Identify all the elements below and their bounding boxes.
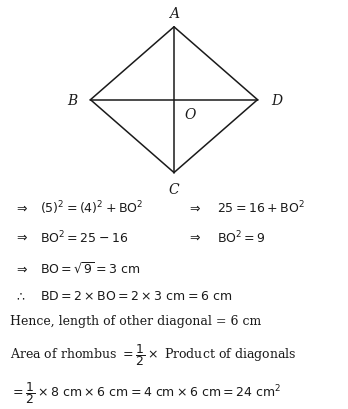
Text: $\Rightarrow$: $\Rightarrow$ (187, 201, 201, 214)
Text: $\Rightarrow$: $\Rightarrow$ (14, 201, 28, 214)
Text: B: B (67, 93, 77, 108)
Text: $\mathrm{BO}=\sqrt{9}=3\ \mathrm{cm}$: $\mathrm{BO}=\sqrt{9}=3\ \mathrm{cm}$ (40, 261, 141, 276)
Text: $\therefore$: $\therefore$ (14, 289, 25, 302)
Text: D: D (271, 93, 282, 108)
Text: A: A (169, 7, 179, 20)
Text: C: C (169, 182, 179, 196)
Text: $25=16+\mathrm{BO}^2$: $25=16+\mathrm{BO}^2$ (218, 199, 305, 216)
Text: Area of rhombus $=\dfrac{1}{2}\times$ Product of diagonals: Area of rhombus $=\dfrac{1}{2}\times$ Pr… (10, 342, 296, 367)
Text: $(5)^2=(4)^2+\mathrm{BO}^2$: $(5)^2=(4)^2+\mathrm{BO}^2$ (40, 199, 144, 216)
Text: O: O (184, 108, 195, 121)
Text: $\mathrm{BO}^2=9$: $\mathrm{BO}^2=9$ (218, 229, 266, 245)
Text: $\Rightarrow$: $\Rightarrow$ (14, 230, 28, 243)
Text: $=\dfrac{1}{2}\times8\ \mathrm{cm}\times6\ \mathrm{cm}=4\ \mathrm{cm}\times6\ \m: $=\dfrac{1}{2}\times8\ \mathrm{cm}\times… (10, 380, 282, 405)
Text: Hence, length of other diagonal = 6 cm: Hence, length of other diagonal = 6 cm (10, 315, 262, 328)
Text: $\mathrm{BO}^2=25-16$: $\mathrm{BO}^2=25-16$ (40, 229, 128, 245)
Text: $\mathrm{BD}=2\times\mathrm{BO}=2\times3\ \mathrm{cm}=6\ \mathrm{cm}$: $\mathrm{BD}=2\times\mathrm{BO}=2\times3… (40, 289, 232, 302)
Text: $\Rightarrow$: $\Rightarrow$ (14, 262, 28, 275)
Text: $\Rightarrow$: $\Rightarrow$ (187, 230, 201, 243)
